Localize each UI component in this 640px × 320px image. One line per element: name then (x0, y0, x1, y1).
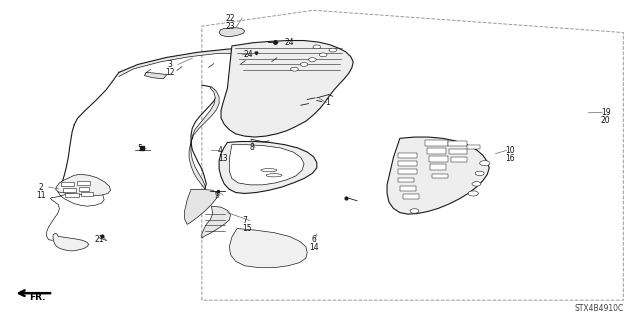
Text: 2: 2 (38, 183, 44, 192)
Bar (398, 169, 417, 174)
Polygon shape (189, 87, 219, 189)
Bar (403, 194, 419, 199)
Bar (430, 164, 446, 170)
Text: 22: 22 (226, 14, 236, 23)
Text: 16: 16 (505, 154, 515, 163)
Text: 24: 24 (285, 38, 294, 47)
Text: 5: 5 (138, 144, 142, 153)
Text: 11: 11 (36, 190, 45, 200)
Polygon shape (77, 181, 90, 185)
Bar (398, 153, 417, 158)
Circle shape (329, 48, 337, 52)
Polygon shape (61, 182, 74, 186)
Text: FR.: FR. (29, 293, 46, 302)
Text: 19: 19 (601, 108, 611, 117)
Circle shape (313, 45, 321, 49)
Circle shape (300, 62, 308, 66)
Circle shape (319, 53, 327, 57)
Circle shape (468, 191, 478, 196)
Polygon shape (219, 28, 244, 36)
Bar (432, 174, 448, 179)
Bar (426, 140, 448, 146)
Polygon shape (53, 233, 89, 251)
Bar (428, 148, 447, 154)
Text: 12: 12 (165, 68, 175, 77)
Text: 8: 8 (250, 143, 255, 152)
Text: 23: 23 (226, 22, 236, 31)
Text: 9: 9 (214, 190, 219, 200)
Circle shape (308, 58, 316, 61)
Text: STX4B4910C: STX4B4910C (574, 304, 623, 313)
Polygon shape (56, 174, 111, 196)
Text: 14: 14 (309, 243, 319, 252)
Text: 3: 3 (168, 60, 172, 69)
Polygon shape (79, 187, 89, 191)
Polygon shape (145, 72, 167, 79)
Ellipse shape (261, 169, 277, 172)
Text: 24: 24 (243, 50, 253, 59)
Text: 15: 15 (242, 224, 252, 233)
Text: 7: 7 (242, 216, 247, 225)
Polygon shape (387, 137, 489, 214)
Ellipse shape (266, 174, 282, 177)
Bar (398, 178, 414, 182)
Circle shape (472, 182, 481, 186)
Text: 20: 20 (601, 116, 611, 125)
Circle shape (291, 67, 298, 71)
Polygon shape (221, 41, 353, 137)
Bar (448, 141, 467, 146)
Bar (467, 145, 479, 149)
Text: 1: 1 (325, 98, 330, 107)
Polygon shape (63, 188, 76, 192)
Polygon shape (202, 206, 230, 238)
Bar (451, 157, 467, 162)
Bar (400, 187, 416, 191)
Polygon shape (184, 189, 218, 224)
Circle shape (479, 161, 490, 166)
Text: 4: 4 (218, 146, 223, 155)
Bar (449, 149, 467, 154)
Polygon shape (65, 194, 79, 197)
Text: 10: 10 (505, 146, 515, 155)
Polygon shape (219, 141, 317, 194)
Bar (398, 161, 417, 166)
Circle shape (410, 209, 419, 213)
Polygon shape (119, 48, 308, 76)
Text: 13: 13 (218, 154, 227, 163)
Text: 21: 21 (95, 235, 104, 244)
Polygon shape (81, 193, 93, 196)
Bar (429, 156, 448, 162)
Polygon shape (229, 145, 304, 185)
Circle shape (475, 171, 484, 176)
Polygon shape (229, 228, 307, 268)
Text: 6: 6 (311, 235, 316, 244)
